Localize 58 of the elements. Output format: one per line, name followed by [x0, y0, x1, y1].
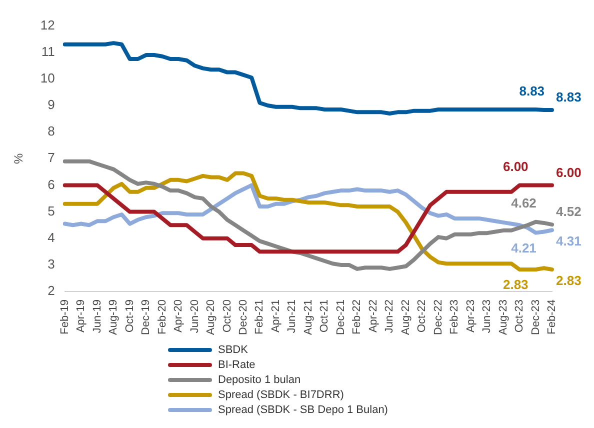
x-tick-label: Feb-23	[448, 300, 461, 334]
y-tick-label: 11	[41, 44, 55, 59]
x-tick-label: Feb-22	[351, 300, 364, 334]
data-label: 2.83	[556, 273, 582, 288]
x-tick-label: Oct-19	[124, 300, 136, 333]
legend-label: BI-Rate	[218, 358, 256, 370]
y-axis-title: %	[12, 153, 26, 164]
x-tick-label: Dec-22	[432, 300, 444, 335]
x-tick-label: Jun-20	[188, 300, 201, 334]
legend-label: SBDK	[218, 344, 248, 356]
x-tick-label: Jun-22	[384, 300, 396, 334]
y-tick-label: 2	[48, 283, 55, 298]
x-tick-label: Oct-21	[318, 300, 331, 333]
legend-label: Deposito 1 bulan	[218, 374, 301, 386]
y-tick-label: 7	[48, 150, 55, 166]
x-tick-label: Dec-21	[334, 300, 347, 335]
x-tick-label: Jun-23	[481, 300, 494, 334]
x-tick-label: Feb-20	[156, 300, 168, 334]
x-tick-label: Dec-19	[140, 300, 152, 335]
y-tick-label: 4	[48, 230, 55, 245]
x-tick-label: Dec-20	[238, 300, 250, 335]
x-tick-label: Apr-20	[172, 300, 185, 333]
x-tick-label: Apr-22	[367, 300, 380, 333]
y-tick-label: 9	[48, 97, 55, 112]
x-tick-label: Aug-20	[205, 300, 218, 336]
x-tick-label: Feb-21	[254, 300, 266, 334]
y-tick-label: 12	[40, 17, 55, 32]
data-label: 4.62	[511, 195, 536, 210]
data-label: 2.83	[502, 277, 528, 292]
x-tick-label: Apr-23	[464, 300, 477, 333]
x-tick-label: Oct-22	[416, 300, 428, 333]
x-tick-label: Oct-20	[221, 300, 234, 333]
x-tick-label: Apr-21	[270, 300, 282, 333]
x-tick-label: Feb-24	[546, 300, 558, 334]
data-label: 6.00	[556, 164, 582, 180]
x-tick-label: Dec-23	[530, 300, 542, 335]
x-tick-label: Oct-23	[514, 300, 526, 333]
x-tick-label: Feb-19	[58, 300, 71, 334]
data-label: 4.21	[511, 240, 536, 256]
data-label: 4.31	[556, 234, 582, 249]
x-tick-label: Jun-21	[286, 300, 298, 334]
x-tick-label: Jun-19	[91, 300, 104, 334]
x-tick-label: Aug-23	[497, 300, 510, 336]
y-tick-label: 5	[48, 203, 55, 218]
x-tick-label: Aug-22	[400, 300, 412, 336]
y-tick-label: 3	[48, 256, 55, 272]
x-tick-label: Aug-19	[108, 300, 120, 336]
legend-label: Spread (SBDK - BI7DRR)	[218, 388, 344, 400]
data-label: 8.83	[556, 90, 582, 105]
y-tick-label: 8	[48, 124, 55, 139]
data-label: 4.52	[556, 204, 582, 220]
y-tick-label: 6	[48, 176, 55, 192]
y-tick-label: 10	[40, 70, 55, 86]
x-tick-label: Aug-21	[302, 300, 314, 336]
legend-label: Spread (SBDK - SB Depo 1 Bulan)	[218, 404, 388, 416]
data-label: 6.00	[502, 158, 528, 174]
data-label: 8.83	[519, 84, 545, 99]
x-tick-label: Apr-19	[75, 300, 88, 333]
